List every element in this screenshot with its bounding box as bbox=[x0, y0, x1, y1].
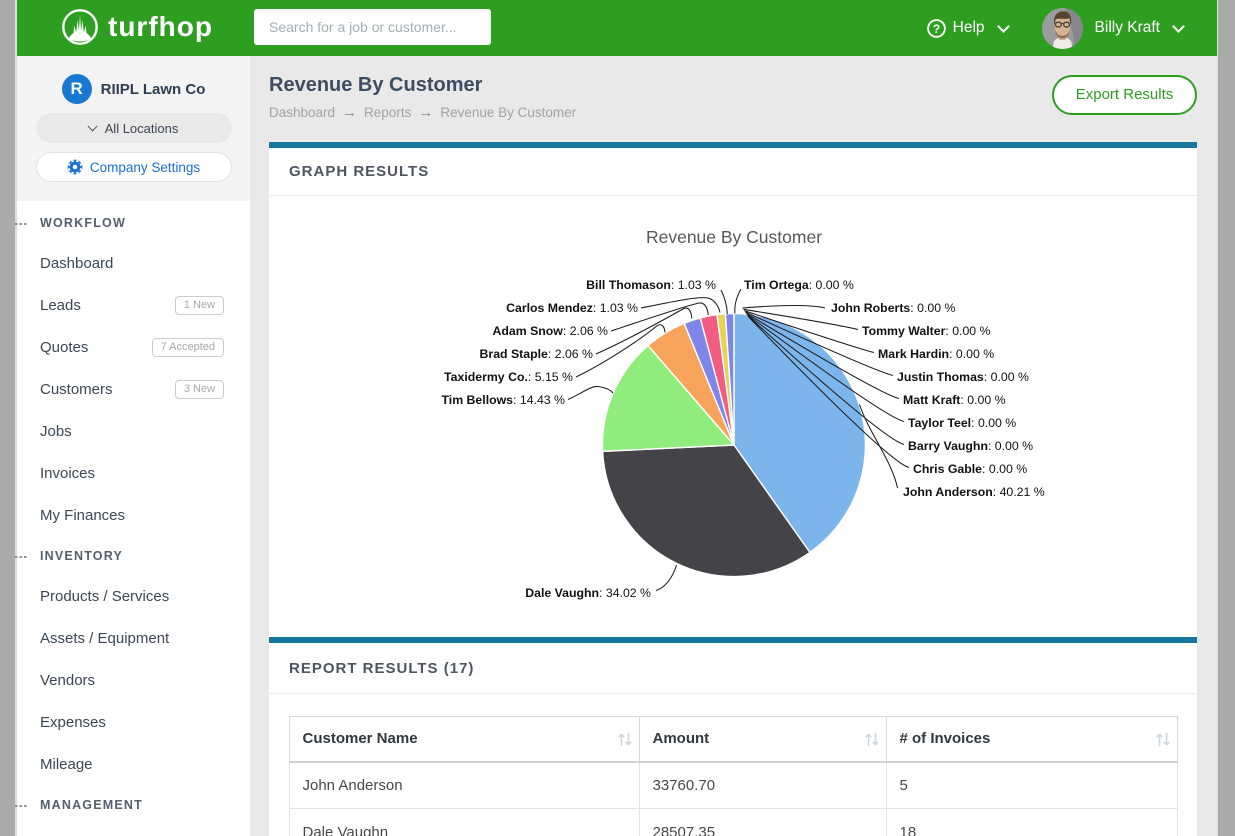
svg-text:Matt Kraft: 0.00 %: Matt Kraft: 0.00 % bbox=[903, 393, 1006, 407]
svg-text:Revenue By Customer: Revenue By Customer bbox=[646, 227, 822, 247]
svg-text:Dale Vaughn: 34.02 %: Dale Vaughn: 34.02 % bbox=[525, 586, 651, 600]
svg-text:Barry Vaughn: 0.00 %: Barry Vaughn: 0.00 % bbox=[908, 439, 1033, 453]
svg-text:Adam Snow: 2.06 %: Adam Snow: 2.06 % bbox=[493, 324, 609, 338]
svg-text:Bill Thomason: 1.03 %: Bill Thomason: 1.03 % bbox=[586, 278, 716, 292]
svg-text:John Roberts: 0.00 %: John Roberts: 0.00 % bbox=[831, 301, 955, 315]
svg-text:Tommy Walter: 0.00 %: Tommy Walter: 0.00 % bbox=[862, 324, 991, 338]
svg-text:John Anderson: 40.21 %: John Anderson: 40.21 % bbox=[903, 485, 1045, 499]
svg-text:Taxidermy Co.: 5.15 %: Taxidermy Co.: 5.15 % bbox=[444, 370, 573, 384]
svg-text:?: ? bbox=[932, 22, 939, 36]
svg-text:Tim Ortega: 0.00 %: Tim Ortega: 0.00 % bbox=[744, 278, 854, 292]
svg-text:Mark Hardin: 0.00 %: Mark Hardin: 0.00 % bbox=[878, 347, 994, 361]
svg-text:Brad Staple: 2.06 %: Brad Staple: 2.06 % bbox=[480, 347, 594, 361]
svg-text:Chris Gable: 0.00 %: Chris Gable: 0.00 % bbox=[913, 462, 1027, 476]
svg-text:Taylor Teel: 0.00 %: Taylor Teel: 0.00 % bbox=[908, 416, 1016, 430]
svg-text:Justin Thomas: 0.00 %: Justin Thomas: 0.00 % bbox=[897, 370, 1029, 384]
svg-text:Carlos Mendez: 1.03 %: Carlos Mendez: 1.03 % bbox=[506, 301, 638, 315]
svg-text:Tim Bellows: 14.43 %: Tim Bellows: 14.43 % bbox=[442, 393, 566, 407]
